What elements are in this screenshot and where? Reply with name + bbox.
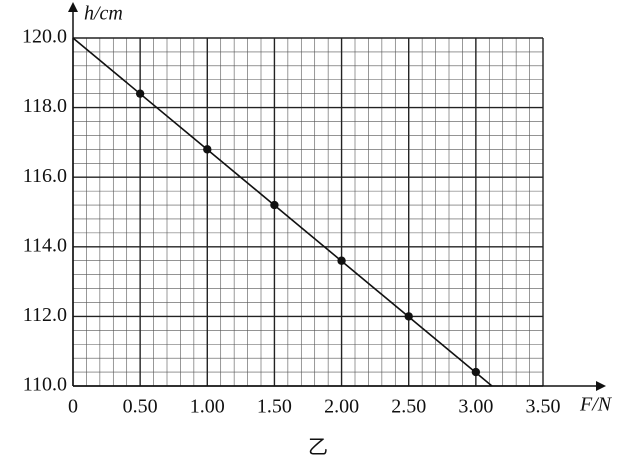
y-tick-label: 116.0 (23, 165, 67, 187)
fit-line (72, 37, 493, 387)
x-tick-label: 2.50 (391, 396, 426, 418)
x-axis-label: F/N (579, 394, 613, 416)
x-tick-label: 0.50 (123, 396, 158, 418)
y-tick-label: 114.0 (23, 234, 67, 256)
x-tick-label: 3.00 (458, 396, 493, 418)
x-axis-arrow (596, 381, 606, 391)
x-tick-label: 1.50 (257, 396, 292, 418)
x-tick-label: 1.00 (190, 396, 225, 418)
y-tick-label: 110.0 (23, 374, 67, 396)
y-tick-label: 118.0 (23, 95, 67, 117)
y-tick-label: 120.0 (22, 26, 67, 48)
grid (72, 37, 544, 387)
y-axis-label: h/cm (84, 3, 123, 25)
x-tick-label: 3.50 (526, 396, 561, 418)
y-tick-label: 112.0 (23, 304, 67, 326)
caption: 乙 (308, 435, 328, 459)
y-axis-arrow (68, 2, 78, 12)
x-tick-label: 0 (68, 396, 78, 418)
x-tick-label: 2.00 (324, 396, 359, 418)
